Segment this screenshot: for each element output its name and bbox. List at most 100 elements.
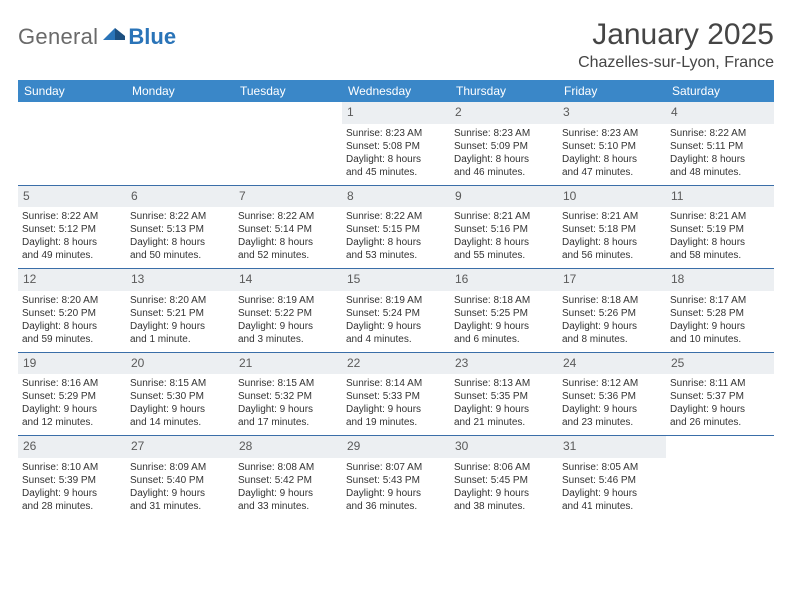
calendar-day-cell: 1Sunrise: 8:23 AMSunset: 5:08 PMDaylight… (342, 102, 450, 185)
day-info-line: and 53 minutes. (346, 249, 446, 262)
day-info-line: Sunset: 5:29 PM (22, 390, 122, 403)
day-info-line: Sunrise: 8:22 AM (670, 127, 770, 140)
calendar-day-cell (234, 102, 342, 185)
day-info-line: and 56 minutes. (562, 249, 662, 262)
day-info-line: Sunrise: 8:12 AM (562, 377, 662, 390)
day-info-line: Sunrise: 8:22 AM (22, 210, 122, 223)
day-info-line: Daylight: 9 hours (346, 487, 446, 500)
day-number: 26 (18, 436, 126, 458)
day-info-line: Sunrise: 8:07 AM (346, 461, 446, 474)
day-info-line: Sunset: 5:12 PM (22, 223, 122, 236)
day-info-line: and 14 minutes. (130, 416, 230, 429)
day-number: 1 (342, 102, 450, 124)
logo-text-general: General (18, 24, 98, 50)
calendar-day-cell: 12Sunrise: 8:20 AMSunset: 5:20 PMDayligh… (18, 269, 126, 353)
weekday-header: Wednesday (342, 80, 450, 102)
day-number: 27 (126, 436, 234, 458)
day-info-line: and 31 minutes. (130, 500, 230, 513)
day-info-line: Daylight: 8 hours (130, 236, 230, 249)
day-number: 9 (450, 186, 558, 208)
day-info-line: Daylight: 9 hours (454, 403, 554, 416)
calendar-day-cell: 24Sunrise: 8:12 AMSunset: 5:36 PMDayligh… (558, 352, 666, 436)
day-info-line: Sunrise: 8:16 AM (22, 377, 122, 390)
calendar-page: General Blue January 2025 Chazelles-sur-… (0, 0, 792, 529)
day-number: 13 (126, 269, 234, 291)
logo-mark-icon (103, 24, 125, 42)
day-info-line: Sunrise: 8:22 AM (130, 210, 230, 223)
day-info-line: Sunrise: 8:20 AM (130, 294, 230, 307)
day-info-line: Sunset: 5:26 PM (562, 307, 662, 320)
day-info-line: Sunrise: 8:22 AM (238, 210, 338, 223)
day-info-line: Sunrise: 8:21 AM (670, 210, 770, 223)
calendar-day-cell: 15Sunrise: 8:19 AMSunset: 5:24 PMDayligh… (342, 269, 450, 353)
day-info-line: Sunset: 5:40 PM (130, 474, 230, 487)
day-info-line: and 49 minutes. (22, 249, 122, 262)
calendar-day-cell: 25Sunrise: 8:11 AMSunset: 5:37 PMDayligh… (666, 352, 774, 436)
day-info-line: Sunrise: 8:10 AM (22, 461, 122, 474)
calendar-day-cell: 18Sunrise: 8:17 AMSunset: 5:28 PMDayligh… (666, 269, 774, 353)
day-info-line: Sunset: 5:33 PM (346, 390, 446, 403)
day-number: 10 (558, 186, 666, 208)
day-number: 4 (666, 102, 774, 124)
day-info-line: and 8 minutes. (562, 333, 662, 346)
day-info-line: Sunset: 5:42 PM (238, 474, 338, 487)
day-info-line: Daylight: 9 hours (454, 487, 554, 500)
day-info-line: and 19 minutes. (346, 416, 446, 429)
calendar-day-cell: 29 Sunrise: 8:07 AMSunset: 5:43 PMDayligh… (342, 436, 450, 519)
day-info-line: Sunset: 5:18 PM (562, 223, 662, 236)
day-info-line: and 55 minutes. (454, 249, 554, 262)
weekday-header: Tuesday (234, 80, 342, 102)
day-info-line: Sunset: 5:25 PM (454, 307, 554, 320)
day-info-line: Sunset: 5:32 PM (238, 390, 338, 403)
day-info-line: Daylight: 8 hours (562, 236, 662, 249)
day-number: 29 (342, 436, 450, 458)
calendar-week-row: 26Sunrise: 8:10 AMSunset: 5:39 PMDayligh… (18, 436, 774, 519)
day-number: 5 (18, 186, 126, 208)
day-info-line: Sunset: 5:13 PM (130, 223, 230, 236)
calendar-day-cell: 5Sunrise: 8:22 AMSunset: 5:12 PMDaylight… (18, 185, 126, 269)
calendar-day-cell: 6Sunrise: 8:22 AMSunset: 5:13 PMDaylight… (126, 185, 234, 269)
day-number: 14 (234, 269, 342, 291)
day-number: 8 (342, 186, 450, 208)
day-info-line: Sunset: 5:19 PM (670, 223, 770, 236)
day-info-line: Sunset: 5:37 PM (670, 390, 770, 403)
day-info-line: Daylight: 9 hours (562, 487, 662, 500)
day-info-line: Sunset: 5:43 PM (346, 474, 446, 487)
day-info-line: and 21 minutes. (454, 416, 554, 429)
day-info-line: Sunrise: 8:18 AM (454, 294, 554, 307)
day-info-line: and 28 minutes. (22, 500, 122, 513)
calendar-day-cell: 26Sunrise: 8:10 AMSunset: 5:39 PMDayligh… (18, 436, 126, 519)
day-info-line: Sunrise: 8:13 AM (454, 377, 554, 390)
calendar-day-cell: 31Sunrise: 8:05 AMSunset: 5:46 PMDayligh… (558, 436, 666, 519)
weekday-header: Sunday (18, 80, 126, 102)
day-info-line: Sunrise: 8:22 AM (346, 210, 446, 223)
calendar-day-cell: 10Sunrise: 8:21 AMSunset: 5:18 PMDayligh… (558, 185, 666, 269)
day-info-line: Daylight: 9 hours (22, 487, 122, 500)
weekday-header: Friday (558, 80, 666, 102)
calendar-day-cell: 21Sunrise: 8:15 AMSunset: 5:32 PMDayligh… (234, 352, 342, 436)
calendar-table: SundayMondayTuesdayWednesdayThursdayFrid… (18, 80, 774, 519)
day-info-line: Sunrise: 8:23 AM (454, 127, 554, 140)
calendar-day-cell: 22Sunrise: 8:14 AMSunset: 5:33 PMDayligh… (342, 352, 450, 436)
day-number: 15 (342, 269, 450, 291)
calendar-week-row: 1Sunrise: 8:23 AMSunset: 5:08 PMDaylight… (18, 102, 774, 185)
day-number: 17 (558, 269, 666, 291)
day-info-line: and 17 minutes. (238, 416, 338, 429)
calendar-day-cell: 17Sunrise: 8:18 AMSunset: 5:26 PMDayligh… (558, 269, 666, 353)
calendar-day-cell (18, 102, 126, 185)
weekday-header: Saturday (666, 80, 774, 102)
day-info-line: and 48 minutes. (670, 166, 770, 179)
day-info-line: and 46 minutes. (454, 166, 554, 179)
day-info-line: and 50 minutes. (130, 249, 230, 262)
calendar-head: SundayMondayTuesdayWednesdayThursdayFrid… (18, 80, 774, 102)
calendar-day-cell: 28Sunrise: 8:08 AMSunset: 5:42 PMDayligh… (234, 436, 342, 519)
day-info-line: and 41 minutes. (562, 500, 662, 513)
day-info-line: Daylight: 9 hours (238, 403, 338, 416)
calendar-week-row: 12Sunrise: 8:20 AMSunset: 5:20 PMDayligh… (18, 269, 774, 353)
calendar-day-cell: 14Sunrise: 8:19 AMSunset: 5:22 PMDayligh… (234, 269, 342, 353)
day-info-line: Sunset: 5:16 PM (454, 223, 554, 236)
month-title: January 2025 (578, 18, 774, 52)
calendar-day-cell: 3Sunrise: 8:23 AMSunset: 5:10 PMDaylight… (558, 102, 666, 185)
day-info-line: Daylight: 9 hours (22, 403, 122, 416)
calendar-day-cell: 4Sunrise: 8:22 AMSunset: 5:11 PMDaylight… (666, 102, 774, 185)
